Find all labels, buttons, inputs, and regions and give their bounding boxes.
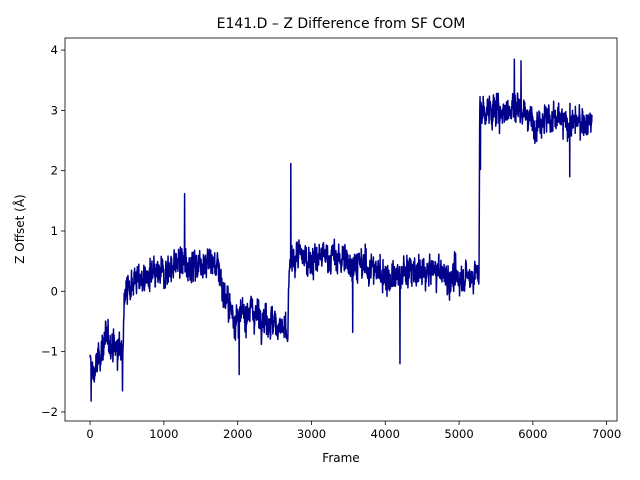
- x-tick-label: 0: [86, 427, 93, 441]
- y-tick-label: 2: [51, 164, 58, 178]
- series-line: [89, 58, 593, 402]
- y-tick-label: 0: [51, 284, 58, 298]
- x-axis-label: Frame: [322, 451, 359, 465]
- x-tick-label: 4000: [371, 427, 400, 441]
- x-tick-label: 5000: [444, 427, 473, 441]
- axes-frame: [64, 37, 618, 422]
- y-tick-label: 3: [51, 103, 58, 117]
- plot-area: [89, 58, 593, 402]
- x-tick-label: 1000: [149, 427, 178, 441]
- y-tick-label: −1: [41, 345, 58, 359]
- y-tick-label: 1: [51, 224, 58, 238]
- y-axis: −2 −1 0 1 2 3 4: [41, 43, 65, 419]
- x-axis: 0 1000 2000 3000 4000 5000 6000 7000: [86, 421, 621, 441]
- x-tick-label: 6000: [518, 427, 547, 441]
- x-tick-label: 2000: [223, 427, 252, 441]
- x-tick-label: 7000: [592, 427, 621, 441]
- y-tick-label: −2: [41, 405, 58, 419]
- y-axis-label: Z Offset (Å): [12, 194, 27, 263]
- x-tick-label: 3000: [297, 427, 326, 441]
- y-tick-label: 4: [51, 43, 58, 57]
- chart-title: E141.D – Z Difference from SF COM: [217, 16, 466, 32]
